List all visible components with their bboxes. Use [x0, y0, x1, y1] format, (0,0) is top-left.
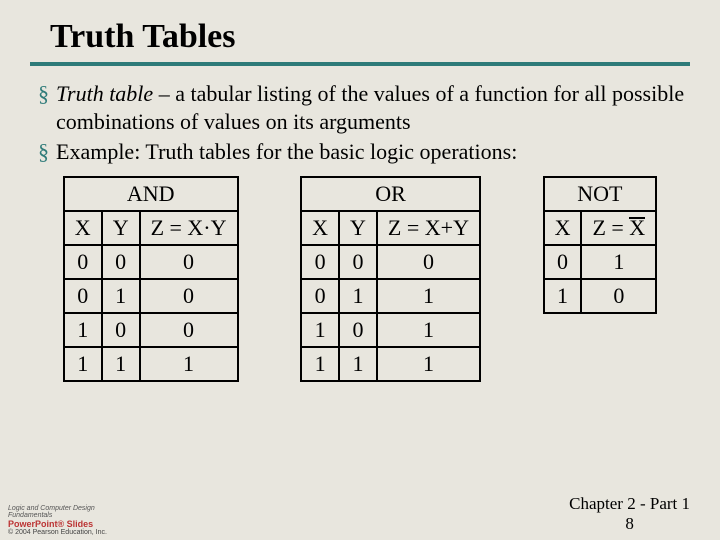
footer-right: Chapter 2 - Part 1 8 [569, 494, 690, 534]
bullet-list: Truth table – a tabular listing of the v… [30, 80, 690, 166]
and-cell: 0 [102, 313, 140, 347]
bullet-item: Truth table – a tabular listing of the v… [38, 80, 690, 136]
and-cell: 0 [140, 279, 238, 313]
or-cell: 0 [301, 279, 339, 313]
slide-title: Truth Tables [30, 18, 690, 66]
and-cell: 0 [102, 245, 140, 279]
slide: Truth Tables Truth table – a tabular lis… [0, 0, 720, 540]
and-cell: 0 [140, 313, 238, 347]
or-header-z: Z = X+Y [377, 211, 480, 245]
or-cell: 1 [377, 313, 480, 347]
footer-chapter: Chapter 2 - Part 1 [569, 494, 690, 514]
and-table: AND X Y Z = X·Y 0 0 0 0 1 0 1 0 0 [63, 176, 239, 382]
tables-row: AND X Y Z = X·Y 0 0 0 0 1 0 1 0 0 [30, 176, 690, 382]
or-cell: 0 [339, 313, 377, 347]
and-cell: 1 [140, 347, 238, 381]
or-cell: 0 [301, 245, 339, 279]
footer-copyright: © 2004 Pearson Education, Inc. [8, 529, 108, 536]
not-cell: 1 [581, 245, 656, 279]
and-cell: 0 [140, 245, 238, 279]
not-cell: 0 [581, 279, 656, 313]
or-cell: 1 [301, 347, 339, 381]
and-header-z: Z = X·Y [140, 211, 238, 245]
or-caption: OR [301, 177, 480, 211]
or-header-x: X [301, 211, 339, 245]
overline-icon [629, 217, 646, 219]
or-table: OR X Y Z = X+Y 0 0 0 0 1 1 1 0 1 [300, 176, 481, 382]
or-cell: 1 [339, 347, 377, 381]
or-cell: 0 [339, 245, 377, 279]
footer-book-title: Logic and Computer Design Fundamentals [8, 505, 108, 519]
and-cell: 1 [102, 347, 140, 381]
bullet-item: Example: Truth tables for the basic logi… [38, 138, 690, 166]
and-cell: 1 [102, 279, 140, 313]
and-cell: 0 [64, 245, 102, 279]
or-cell: 1 [301, 313, 339, 347]
or-cell: 1 [377, 347, 480, 381]
footer-left: Logic and Computer Design Fundamentals P… [8, 505, 108, 536]
footer-page: 8 [569, 514, 690, 534]
bullet-emph: Truth table [56, 81, 153, 106]
and-header-x: X [64, 211, 102, 245]
or-cell: 0 [377, 245, 480, 279]
or-cell: 1 [339, 279, 377, 313]
and-header-y: Y [102, 211, 140, 245]
and-cell: 1 [64, 347, 102, 381]
not-caption: NOT [544, 177, 657, 211]
not-header-x: X [544, 211, 582, 245]
or-cell: 1 [377, 279, 480, 313]
not-table: NOT X Z = X 0 1 1 0 [543, 176, 658, 314]
and-cell: 1 [64, 313, 102, 347]
and-cell: 0 [64, 279, 102, 313]
not-cell: 0 [544, 245, 582, 279]
not-header-z: Z = X [581, 211, 656, 245]
and-caption: AND [64, 177, 238, 211]
or-header-y: Y [339, 211, 377, 245]
not-cell: 1 [544, 279, 582, 313]
footer-slides-label: PowerPoint® Slides [8, 519, 108, 529]
not-header-z-text: Z = X [592, 215, 645, 240]
